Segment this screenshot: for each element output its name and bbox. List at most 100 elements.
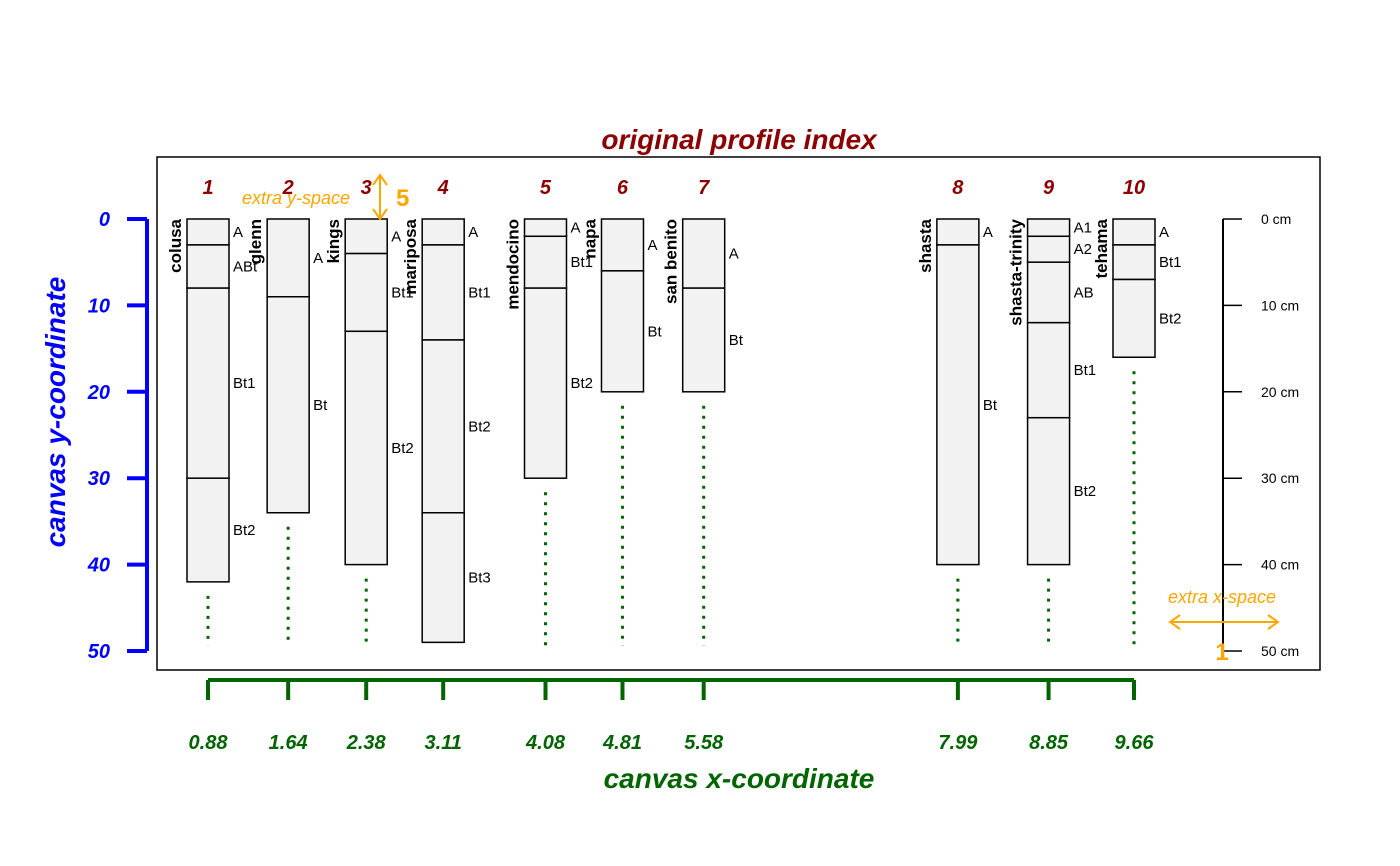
y-axis-tick-label: 30	[88, 468, 110, 490]
profile-7: 7 A Bt san benito	[662, 177, 744, 646]
horizon-label: Bt2	[1159, 310, 1182, 327]
horizon-label: Bt	[983, 397, 998, 414]
extra-y-space-arrowhead-bottom	[372, 208, 388, 221]
horizon-box	[344, 252, 388, 333]
profile-3: 3 A Bt1 Bt2 kings	[324, 177, 414, 646]
horizon-box	[681, 218, 726, 289]
horizon-label: Bt1	[1159, 254, 1182, 271]
depth-scale: 0 cm 10 cm 20 cm 30 cm 40 cm 50 cm	[1222, 211, 1299, 659]
profile-4: 4 A Bt1 Bt2 Bt3 mariposa	[401, 177, 491, 644]
horizon-label: Bt2	[233, 522, 256, 539]
horizon-label: Bt2	[391, 440, 414, 457]
horizon-label: Bt2	[1074, 483, 1097, 500]
horizon-box	[186, 218, 230, 246]
horizon-box	[1112, 218, 1156, 246]
horizon-box	[421, 244, 465, 341]
profile-name: tehama	[1092, 218, 1111, 278]
plot-frame	[156, 156, 1321, 671]
horizon-box	[344, 218, 388, 255]
profile-name: mendocino	[503, 219, 522, 310]
y-axis-tick-label: 0	[99, 209, 110, 231]
horizon-label: Bt1	[1074, 362, 1097, 379]
x-axis: 0.88 1.64 2.38 3.11 4.08 4.81 5.58 7.99 8.85 9.66	[189, 678, 1155, 754]
y-axis-tick-label: 50	[88, 641, 110, 663]
horizon-label: A	[570, 220, 580, 237]
x-axis-tick-label: 4.81	[602, 732, 642, 754]
profile-10: 10 A Bt1 Bt2 tehama	[1092, 177, 1182, 646]
horizon-box	[523, 235, 568, 289]
horizon-box	[421, 339, 465, 514]
profile-8: 8 A Bt shasta	[916, 177, 998, 646]
horizon-label: A	[233, 224, 243, 241]
extra-x-space-label: extra x-space	[1168, 587, 1276, 607]
extra-x-space-value: 1	[1215, 639, 1228, 666]
profile-index-number: 2	[282, 177, 294, 199]
profile-name: napa	[580, 218, 599, 258]
horizon-label: Bt	[647, 323, 662, 340]
y-axis: 0 10 20 30 40 50	[87, 209, 149, 663]
profile-index-number: 7	[698, 177, 710, 199]
extra-x-space-arrowhead-left	[1168, 614, 1181, 630]
profile-index-number: 9	[1043, 177, 1055, 199]
horizon-box	[186, 477, 230, 583]
horizon-label: Bt1	[233, 375, 256, 392]
horizon-box	[600, 218, 645, 272]
extra-y-space-arrowhead-top	[372, 173, 388, 186]
x-axis-tick-label: 2.38	[346, 732, 387, 754]
profile-name: kings	[324, 219, 343, 263]
depth-scale-label: 30 cm	[1261, 470, 1299, 486]
profile-index-number: 8	[952, 177, 964, 199]
profile-6: 6 A Bt napa	[580, 177, 662, 646]
depth-scale-label: 50 cm	[1261, 643, 1299, 659]
horizon-label: Bt3	[468, 570, 491, 587]
extra-space-annotations: extra y-space 5 extra x-space 1	[242, 173, 1280, 666]
horizon-box	[1026, 321, 1071, 419]
horizon-box	[681, 287, 726, 393]
horizon-box	[186, 287, 230, 479]
profile-index-number: 1	[202, 177, 213, 199]
profile-index-number: 6	[617, 177, 629, 199]
horizon-label: Bt	[729, 332, 744, 349]
horizon-label: Bt1	[570, 254, 593, 271]
profile-index-number: 3	[361, 177, 372, 199]
horizon-box	[936, 218, 980, 246]
x-axis-tick-label: 7.99	[938, 732, 978, 754]
profile-index-number: 10	[1123, 177, 1145, 199]
x-axis-tick-label: 1.64	[269, 732, 308, 754]
depth-scale-label: 10 cm	[1261, 297, 1299, 313]
x-axis-tick-label: 9.66	[1115, 732, 1155, 754]
horizon-label: Bt	[313, 397, 328, 414]
profile-name: shasta	[916, 218, 935, 272]
profile-name: glenn	[246, 219, 265, 264]
profile-name: mariposa	[401, 218, 420, 294]
horizon-label: A1	[1074, 220, 1092, 237]
x-axis-tick-label: 4.08	[525, 732, 566, 754]
horizon-box	[600, 270, 645, 393]
x-axis-label: canvas x-coordinate	[604, 763, 875, 794]
horizon-label: A	[729, 246, 739, 263]
profile-index-number: 4	[437, 177, 449, 199]
extra-y-space-value: 5	[396, 185, 409, 212]
extra-y-space-label: extra y-space	[242, 188, 350, 208]
x-axis-tick-label: 8.85	[1029, 732, 1069, 754]
depth-scale-label: 20 cm	[1261, 384, 1299, 400]
profile-2: 2 A Bt glenn	[246, 177, 328, 646]
profile-name: shasta-trinity	[1007, 218, 1026, 325]
horizon-label: A	[1159, 224, 1169, 241]
horizon-box	[344, 330, 388, 566]
horizon-box	[1026, 235, 1071, 263]
profile-9: 9 A1 A2 AB Bt1 Bt2 shasta-trinity	[1007, 177, 1097, 646]
horizon-label: Bt2	[570, 375, 593, 392]
horizon-label: A	[391, 228, 401, 245]
y-axis-tick-label: 10	[88, 295, 110, 317]
horizon-box	[266, 218, 310, 298]
x-axis-tick-label: 0.88	[189, 732, 229, 754]
horizon-label: Bt2	[468, 418, 491, 435]
extra-x-space-arrowhead-right	[1267, 614, 1280, 630]
horizon-box	[1026, 261, 1071, 324]
horizon-label: A	[647, 237, 657, 254]
x-axis-tick-label: 5.58	[684, 732, 724, 754]
horizon-box	[1112, 278, 1156, 358]
horizon-box	[523, 218, 568, 238]
